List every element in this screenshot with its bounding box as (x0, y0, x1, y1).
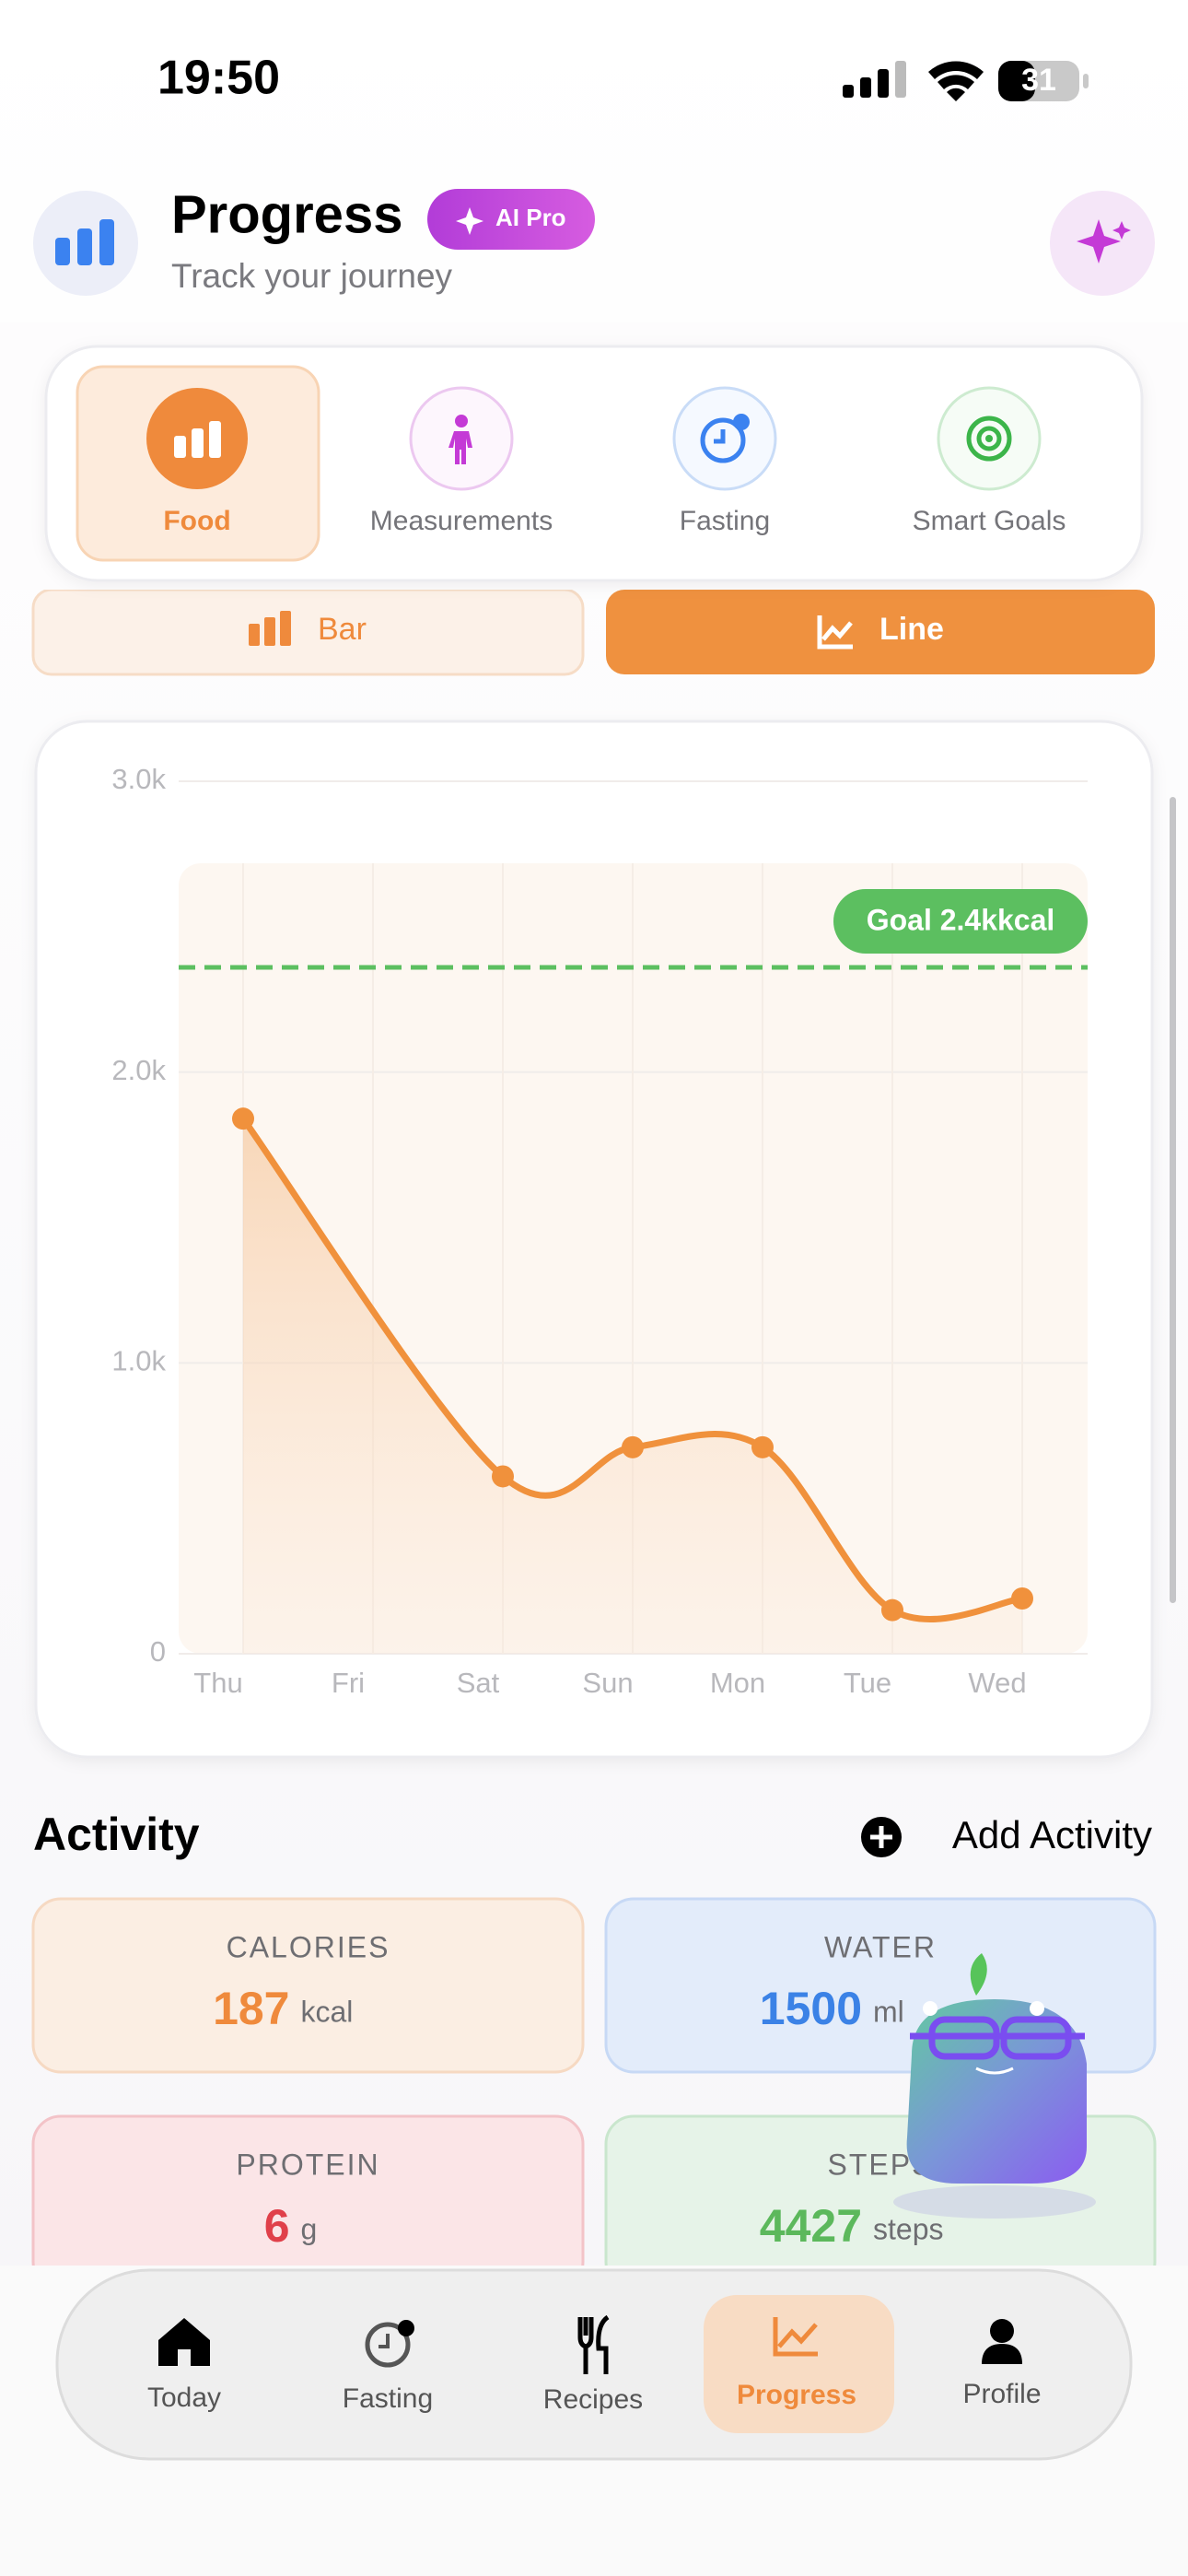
stat-label: CALORIES (227, 1930, 390, 1963)
header-icon-bars (55, 219, 114, 265)
stat-value: 4427 (760, 2200, 862, 2252)
line-toggle-label: Line (879, 612, 944, 647)
nav-icon-recipes[interactable] (577, 2314, 610, 2374)
line-toggle-icon (817, 615, 853, 650)
nav-label[interactable]: Profile (962, 2379, 1041, 2409)
nav-icon-door (178, 2349, 191, 2366)
nav-icon-fasting[interactable] (365, 2322, 411, 2368)
mascot[interactable] (893, 1953, 1096, 2219)
ai-pro-badge[interactable] (427, 189, 595, 250)
nav-label[interactable]: Fasting (343, 2383, 433, 2414)
stat-card (31, 2114, 585, 2291)
nav-label[interactable]: Progress (737, 2380, 856, 2410)
tab-label: Food (163, 506, 230, 536)
badge-label: AI Pro (495, 204, 566, 231)
y-tick-label: 3.0k (111, 763, 166, 795)
nav-icon-profile[interactable] (990, 2319, 1014, 2343)
page-title: Progress (171, 184, 402, 244)
stat-value: 1500 (760, 1983, 862, 2034)
nav-active[interactable] (704, 2295, 894, 2433)
goal-label: Goal 2.4kkcal (867, 903, 1055, 936)
tab-label: Smart Goals (913, 506, 1066, 536)
point (881, 1598, 903, 1622)
stat-unit: kcal (301, 1995, 354, 2028)
goal-badge (833, 889, 1088, 954)
page-subtitle: Track your journey (171, 257, 453, 295)
stat-value: 6 (264, 2200, 290, 2252)
nav-icon-progress[interactable] (773, 2317, 818, 2357)
measurements-figure (448, 415, 472, 464)
x-tick-label: Wed (968, 1667, 1026, 1699)
x-tick-label: Fri (332, 1667, 365, 1699)
fasting-dot (733, 414, 750, 430)
nav-label[interactable]: Today (147, 2383, 221, 2413)
bar-toggle[interactable] (31, 588, 585, 676)
stat-card (31, 1897, 585, 2074)
x-tick-label: Sun (582, 1667, 633, 1699)
nav-fasting-hands (379, 2334, 390, 2348)
y-tick-label: 2.0k (111, 1054, 166, 1086)
stat-unit: steps (873, 2212, 943, 2245)
point (751, 1435, 774, 1458)
stat-label: PROTEIN (236, 2148, 379, 2181)
fasting-hands (714, 429, 726, 444)
nav-icon-today[interactable] (158, 2318, 210, 2366)
goals-target (966, 416, 1012, 462)
badge-sparkle (456, 207, 483, 235)
scrollbar (1170, 797, 1176, 1603)
ai-sparkle (1077, 219, 1131, 263)
chart: 0 1.0k 2.0k 3.0k Thu Fri Sat Sun Mon Tue Wed Goal 2… (111, 763, 1088, 1699)
goals-center (985, 435, 993, 442)
point (492, 1465, 514, 1488)
bar-toggle-icon (249, 611, 291, 646)
status-icons (843, 61, 1089, 101)
fasting-clock (700, 417, 746, 463)
stat-unit: g (301, 2212, 318, 2245)
stat-label: WATER (824, 1930, 937, 1963)
clock: 19:50 (157, 52, 280, 105)
add-plus (870, 1826, 892, 1848)
nav-fasting-dot (398, 2320, 414, 2336)
x-tick-label: Mon (710, 1667, 765, 1699)
stat-value: 187 (213, 1983, 289, 2034)
nav-profile-body (982, 2344, 1022, 2364)
y-tick-label: 1.0k (111, 1345, 166, 1377)
tab-label: Fasting (680, 506, 770, 536)
tab-label: Measurements (370, 506, 553, 536)
point (622, 1435, 644, 1458)
x-tick-label: Thu (193, 1667, 242, 1699)
x-tick-label: Tue (844, 1667, 891, 1699)
line-area (243, 1118, 1022, 1654)
point (232, 1107, 254, 1130)
bar-toggle-label: Bar (318, 612, 367, 647)
tab-bar (55, 2268, 1133, 2461)
battery-level: 31 (1021, 63, 1056, 98)
stat-unit: ml (873, 1995, 904, 2028)
food-tab-bars (174, 421, 221, 458)
line-toggle[interactable] (606, 590, 1155, 674)
x-tick-label: Sat (457, 1667, 500, 1699)
add-activity-label[interactable]: Add Activity (952, 1813, 1152, 1856)
y-tick-label: 0 (150, 1635, 166, 1668)
nav-label[interactable]: Recipes (543, 2384, 643, 2415)
point (1011, 1587, 1033, 1610)
activity-title: Activity (33, 1809, 200, 1860)
